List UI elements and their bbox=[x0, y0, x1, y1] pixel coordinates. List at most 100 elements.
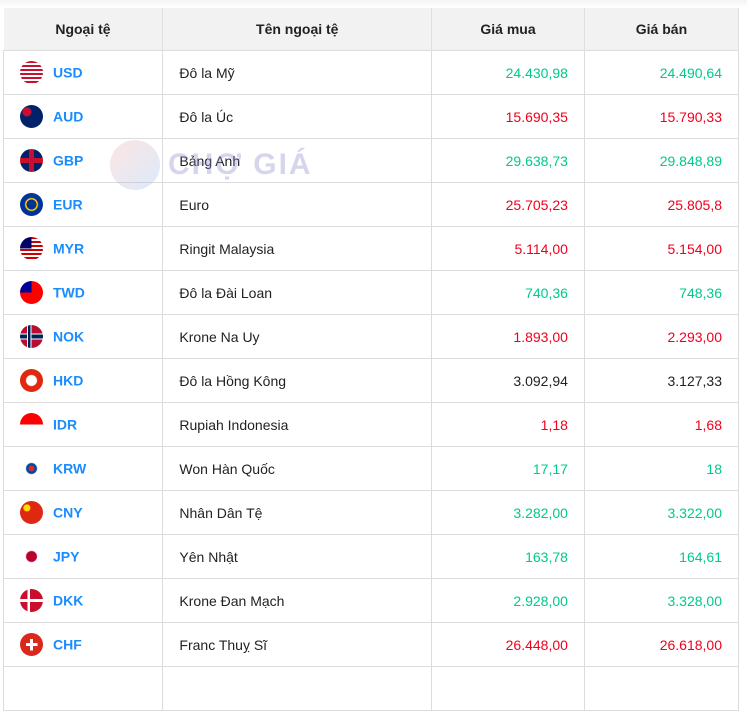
table-row: CHF Franc Thuỵ Sĩ 26.448,00 26.618,00 bbox=[2, 622, 740, 667]
currency-code-link[interactable]: HKD bbox=[53, 372, 84, 389]
currency-name: Rupiah Indonesia bbox=[162, 402, 433, 447]
currency-code-link[interactable]: MYR bbox=[53, 240, 85, 257]
ch-flag-icon bbox=[20, 633, 43, 656]
sell-price: 18 bbox=[583, 446, 740, 491]
buy-price: 25.705,23 bbox=[431, 182, 585, 227]
tw-flag-icon bbox=[20, 281, 43, 304]
currency-cell: CHF bbox=[2, 622, 164, 667]
sell-price: 1,68 bbox=[583, 402, 740, 447]
table-row: USD Đô la Mỹ 24.430,98 24.490,64 bbox=[2, 50, 740, 95]
currency-name: Đô la Đài Loan bbox=[162, 270, 433, 315]
us-flag-icon bbox=[20, 61, 43, 84]
sell-price: 15.790,33 bbox=[583, 94, 740, 139]
currency-name: Bảng Anh bbox=[162, 138, 433, 183]
table-row bbox=[2, 666, 740, 711]
buy-price: 1,18 bbox=[431, 402, 585, 447]
currency-name: Đô la Mỹ bbox=[162, 50, 433, 95]
currency-cell: HKD bbox=[2, 358, 164, 403]
sell-price: 29.848,89 bbox=[583, 138, 740, 183]
table-header: Ngoại tệ Tên ngoại tệ Giá mua Giá bán bbox=[3, 8, 740, 51]
sell-price: 748,36 bbox=[583, 270, 740, 315]
top-bar bbox=[0, 0, 747, 8]
gb-flag-icon bbox=[20, 149, 43, 172]
sell-price: 164,61 bbox=[583, 534, 740, 579]
au-flag-icon bbox=[20, 105, 43, 128]
dk-flag-icon bbox=[20, 589, 43, 612]
currency-cell: EUR bbox=[2, 182, 164, 227]
my-flag-icon bbox=[20, 237, 43, 260]
currency-cell: CNY bbox=[2, 490, 164, 535]
table-row: NOK Krone Na Uy 1.893,00 2.293,00 bbox=[2, 314, 740, 359]
buy-price: 24.430,98 bbox=[431, 50, 585, 95]
jp-flag-icon bbox=[20, 545, 43, 568]
currency-code-link[interactable]: EUR bbox=[53, 196, 83, 213]
currency-name: Đô la Úc bbox=[162, 94, 433, 139]
currency-name: Krone Đan Mạch bbox=[162, 578, 433, 623]
header-sell: Giá bán bbox=[584, 8, 740, 51]
currency-code-link[interactable]: DKK bbox=[53, 592, 84, 609]
currency-cell: TWD bbox=[2, 270, 164, 315]
table-row: AUD Đô la Úc 15.690,35 15.790,33 bbox=[2, 94, 740, 139]
buy-price: 3.092,94 bbox=[431, 358, 585, 403]
currency-cell: JPY bbox=[2, 534, 164, 579]
sell-price: 2.293,00 bbox=[583, 314, 740, 359]
cn-flag-icon bbox=[20, 501, 43, 524]
buy-price: 5.114,00 bbox=[431, 226, 585, 271]
sell-price: 26.618,00 bbox=[583, 622, 740, 667]
currency-name: Krone Na Uy bbox=[162, 314, 433, 359]
table-row: JPY Yên Nhật 163,78 164,61 bbox=[2, 534, 740, 579]
currency-name: Euro bbox=[162, 182, 433, 227]
currency-cell: IDR bbox=[2, 402, 164, 447]
buy-price: 2.928,00 bbox=[431, 578, 585, 623]
currency-cell: MYR bbox=[2, 226, 164, 271]
buy-price: 26.448,00 bbox=[431, 622, 585, 667]
table-row: KRW Won Hàn Quốc 17,17 18 bbox=[2, 446, 740, 491]
table-row: CNY Nhân Dân Tệ 3.282,00 3.322,00 bbox=[2, 490, 740, 535]
buy-price: 163,78 bbox=[431, 534, 585, 579]
currency-code-link[interactable]: KRW bbox=[53, 460, 87, 477]
table-row: DKK Krone Đan Mạch 2.928,00 3.328,00 bbox=[2, 578, 740, 623]
currency-code-link[interactable]: TWD bbox=[53, 284, 85, 301]
sell-price: 3.322,00 bbox=[583, 490, 740, 535]
currency-name: Đô la Hồng Kông bbox=[162, 358, 433, 403]
currency-name: Franc Thuỵ Sĩ bbox=[162, 622, 433, 667]
currency-cell: GBP bbox=[2, 138, 164, 183]
currency-cell: DKK bbox=[2, 578, 164, 623]
currency-cell: NOK bbox=[2, 314, 164, 359]
currency-code-link[interactable]: CNY bbox=[53, 504, 83, 521]
table-row: MYR Ringit Malaysia 5.114,00 5.154,00 bbox=[2, 226, 740, 271]
header-currency: Ngoại tệ bbox=[3, 8, 164, 51]
id-flag-icon bbox=[20, 413, 43, 436]
currency-code-link[interactable]: JPY bbox=[53, 548, 80, 565]
currency-code-link[interactable]: NOK bbox=[53, 328, 85, 345]
table-row: IDR Rupiah Indonesia 1,18 1,68 bbox=[2, 402, 740, 447]
currency-code-link[interactable]: CHF bbox=[53, 636, 82, 653]
sell-price: 3.127,33 bbox=[583, 358, 740, 403]
buy-price: 15.690,35 bbox=[431, 94, 585, 139]
header-currency-name: Tên ngoại tệ bbox=[162, 8, 433, 51]
currency-name: Yên Nhật bbox=[162, 534, 433, 579]
hk-flag-icon bbox=[20, 369, 43, 392]
no-flag-icon bbox=[20, 325, 43, 348]
currency-code-link[interactable]: IDR bbox=[53, 416, 78, 433]
currency-cell: AUD bbox=[2, 94, 164, 139]
table-row: HKD Đô la Hồng Kông 3.092,94 3.127,33 bbox=[2, 358, 740, 403]
currency-cell: USD bbox=[2, 50, 164, 95]
buy-price: 29.638,73 bbox=[431, 138, 585, 183]
buy-price: 17,17 bbox=[431, 446, 585, 491]
exchange-rate-table: Ngoại tệ Tên ngoại tệ Giá mua Giá bán US… bbox=[2, 8, 740, 711]
eu-flag-icon bbox=[20, 193, 43, 216]
currency-code-link[interactable]: AUD bbox=[53, 108, 84, 125]
sell-price: 5.154,00 bbox=[583, 226, 740, 271]
table-row: EUR Euro 25.705,23 25.805,8 bbox=[2, 182, 740, 227]
currency-code-link[interactable]: GBP bbox=[53, 152, 84, 169]
currency-code-link[interactable]: USD bbox=[53, 64, 83, 81]
kr-flag-icon bbox=[20, 457, 43, 480]
sell-price: 3.328,00 bbox=[583, 578, 740, 623]
buy-price: 3.282,00 bbox=[431, 490, 585, 535]
sell-price: 25.805,8 bbox=[583, 182, 740, 227]
currency-cell: KRW bbox=[2, 446, 164, 491]
table-row: GBP Bảng Anh 29.638,73 29.848,89 bbox=[2, 138, 740, 183]
currency-name: Won Hàn Quốc bbox=[162, 446, 433, 491]
buy-price: 740,36 bbox=[431, 270, 585, 315]
